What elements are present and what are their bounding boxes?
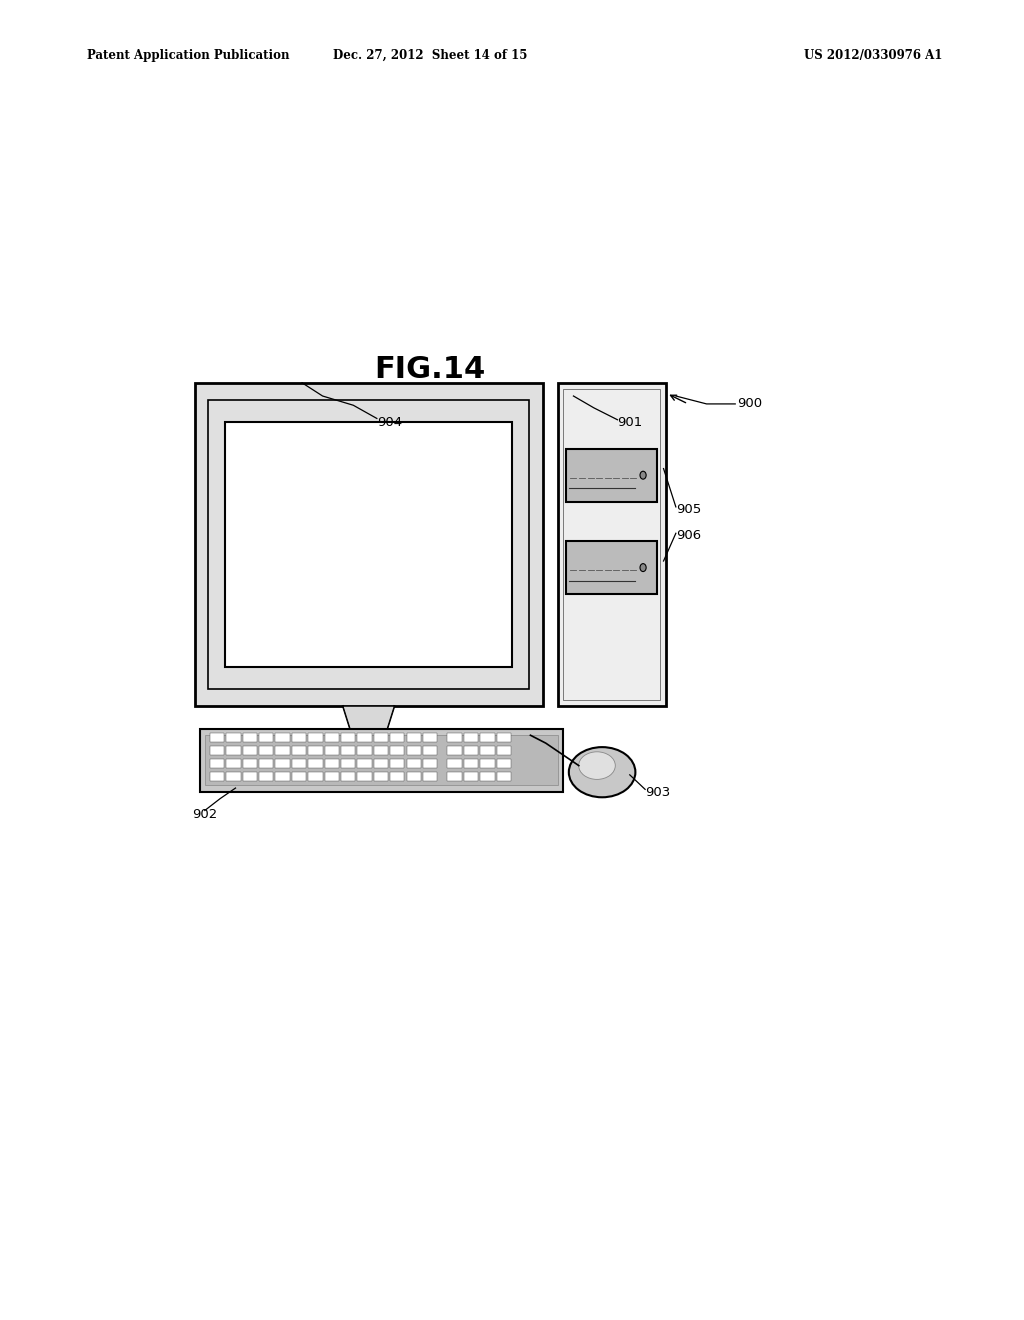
Text: 904: 904: [377, 416, 402, 429]
Bar: [357, 733, 372, 742]
Bar: [464, 746, 478, 755]
Text: 902: 902: [193, 808, 218, 821]
Ellipse shape: [568, 747, 635, 797]
Bar: [447, 746, 462, 755]
Bar: [259, 733, 273, 742]
Bar: [210, 746, 224, 755]
Bar: [464, 759, 478, 768]
Bar: [275, 759, 290, 768]
Polygon shape: [343, 706, 394, 755]
Bar: [341, 772, 355, 781]
Bar: [407, 746, 421, 755]
Bar: [374, 759, 388, 768]
Bar: [243, 759, 257, 768]
Bar: [407, 759, 421, 768]
Bar: [390, 772, 404, 781]
Bar: [566, 541, 657, 594]
Bar: [275, 733, 290, 742]
Bar: [480, 759, 495, 768]
Bar: [341, 746, 355, 755]
Bar: [259, 746, 273, 755]
Bar: [357, 746, 372, 755]
Ellipse shape: [579, 752, 615, 779]
Bar: [497, 759, 511, 768]
Bar: [447, 759, 462, 768]
Bar: [423, 746, 437, 755]
Bar: [308, 746, 323, 755]
Bar: [423, 733, 437, 742]
Bar: [357, 759, 372, 768]
Bar: [447, 733, 462, 742]
Text: US 2012/0330976 A1: US 2012/0330976 A1: [804, 49, 942, 62]
Bar: [243, 733, 257, 742]
Bar: [308, 759, 323, 768]
Text: 903: 903: [645, 785, 671, 799]
Bar: [374, 746, 388, 755]
Bar: [563, 389, 660, 700]
Bar: [464, 772, 478, 781]
Text: FIG.14: FIG.14: [375, 355, 485, 384]
Bar: [390, 759, 404, 768]
Bar: [423, 759, 437, 768]
Bar: [292, 772, 306, 781]
Text: Dec. 27, 2012  Sheet 14 of 15: Dec. 27, 2012 Sheet 14 of 15: [333, 49, 527, 62]
Bar: [497, 733, 511, 742]
Bar: [325, 759, 339, 768]
Bar: [205, 735, 558, 785]
Text: 905: 905: [676, 503, 701, 516]
Ellipse shape: [640, 564, 646, 572]
Bar: [210, 759, 224, 768]
Bar: [292, 746, 306, 755]
Bar: [447, 772, 462, 781]
Bar: [374, 772, 388, 781]
Bar: [480, 746, 495, 755]
Text: 900: 900: [737, 397, 763, 411]
Bar: [480, 733, 495, 742]
Bar: [325, 733, 339, 742]
Ellipse shape: [640, 471, 646, 479]
Bar: [275, 772, 290, 781]
Bar: [566, 449, 657, 502]
Bar: [195, 383, 543, 706]
Bar: [480, 772, 495, 781]
Bar: [407, 772, 421, 781]
Text: Patent Application Publication: Patent Application Publication: [87, 49, 290, 62]
Bar: [374, 733, 388, 742]
Bar: [325, 746, 339, 755]
Bar: [497, 746, 511, 755]
Bar: [292, 759, 306, 768]
Bar: [341, 759, 355, 768]
Bar: [243, 772, 257, 781]
Text: 906: 906: [676, 529, 701, 543]
Bar: [390, 746, 404, 755]
Bar: [226, 733, 241, 742]
Bar: [423, 772, 437, 781]
Bar: [226, 746, 241, 755]
Bar: [200, 729, 563, 792]
Bar: [226, 772, 241, 781]
Bar: [558, 383, 666, 706]
Bar: [308, 733, 323, 742]
Bar: [497, 772, 511, 781]
Bar: [275, 746, 290, 755]
Bar: [210, 772, 224, 781]
Bar: [390, 733, 404, 742]
Bar: [341, 733, 355, 742]
Text: 901: 901: [617, 416, 643, 429]
Bar: [357, 772, 372, 781]
Bar: [255, 750, 482, 763]
Bar: [226, 759, 241, 768]
Bar: [259, 759, 273, 768]
Bar: [225, 422, 512, 667]
Bar: [308, 772, 323, 781]
Bar: [464, 733, 478, 742]
Bar: [407, 733, 421, 742]
Bar: [259, 772, 273, 781]
Bar: [210, 733, 224, 742]
Bar: [292, 733, 306, 742]
Bar: [325, 772, 339, 781]
Bar: [208, 400, 529, 689]
Bar: [243, 746, 257, 755]
